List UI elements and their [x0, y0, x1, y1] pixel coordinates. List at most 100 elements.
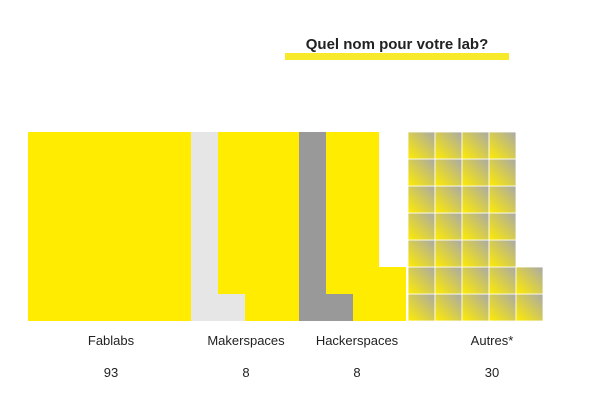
bar-unit-fablabs: [28, 240, 55, 267]
bar-unit-fablabs: [271, 213, 298, 240]
bar-unit-fablabs: [136, 294, 163, 321]
bar-unit-makerspaces: [218, 294, 245, 321]
bar-unit-autres: [488, 293, 517, 322]
category-value-hackerspaces: 8: [353, 365, 361, 380]
bar-unit-makerspaces: [191, 186, 218, 213]
bar-unit-fablabs: [28, 186, 55, 213]
bar-unit-autres: [434, 293, 463, 322]
bar-unit-fablabs: [352, 159, 379, 186]
bar-unit-hackerspaces: [299, 267, 326, 294]
bar-unit-hackerspaces: [299, 213, 326, 240]
bar-unit-fablabs: [109, 294, 136, 321]
bar-unit-fablabs: [325, 213, 352, 240]
bar-unit-autres: [407, 266, 436, 295]
bar-unit-autres: [461, 293, 490, 322]
bar-unit-fablabs: [244, 159, 271, 186]
bar-unit-fablabs: [55, 240, 82, 267]
bar-unit-fablabs: [82, 240, 109, 267]
bar-unit-autres: [407, 293, 436, 322]
bar-unit-fablabs: [82, 213, 109, 240]
bar-unit-fablabs: [55, 213, 82, 240]
bar-unit-fablabs: [325, 132, 352, 159]
bar-unit-autres: [407, 212, 436, 241]
bar-unit-hackerspaces: [299, 186, 326, 213]
bar-unit-fablabs: [352, 213, 379, 240]
bar-unit-fablabs: [271, 186, 298, 213]
chart-title: Quel nom pour votre lab?: [285, 36, 509, 62]
bar-unit-fablabs: [109, 159, 136, 186]
bar-unit-hackerspaces: [299, 159, 326, 186]
bar-unit-autres: [515, 266, 544, 295]
bar-unit-autres: [461, 185, 490, 214]
bar-unit-autres: [461, 266, 490, 295]
category-value-fablabs: 93: [103, 365, 119, 380]
bar-unit-fablabs: [325, 240, 352, 267]
bar-unit-fablabs: [136, 186, 163, 213]
category-label-makerspaces: Makerspaces: [207, 333, 285, 348]
bar-unit-autres: [407, 158, 436, 187]
bar-unit-fablabs: [163, 240, 190, 267]
bar-unit-makerspaces: [191, 213, 218, 240]
bar-unit-autres: [461, 212, 490, 241]
bar-unit-fablabs: [271, 294, 298, 321]
bar-unit-autres: [488, 266, 517, 295]
bar-unit-autres: [488, 212, 517, 241]
title-highlight: [285, 53, 509, 60]
bars-group: [28, 131, 544, 322]
bar-unit-fablabs: [217, 267, 244, 294]
bar-unit-makerspaces: [191, 267, 218, 294]
bar-unit-fablabs: [136, 213, 163, 240]
bar-unit-fablabs: [352, 294, 379, 321]
bar-unit-autres: [461, 131, 490, 160]
bar-unit-fablabs: [244, 294, 271, 321]
bar-unit-fablabs: [136, 132, 163, 159]
bar-unit-fablabs: [163, 213, 190, 240]
bar-unit-autres: [515, 293, 544, 322]
bar-unit-fablabs: [244, 132, 271, 159]
bar-unit-autres: [488, 131, 517, 160]
bar-unit-fablabs: [325, 267, 352, 294]
bar-unit-autres: [461, 239, 490, 268]
bar-unit-fablabs: [163, 159, 190, 186]
bar-unit-autres: [434, 131, 463, 160]
bar-unit-fablabs: [136, 267, 163, 294]
bar-unit-fablabs: [217, 213, 244, 240]
bar-unit-fablabs: [55, 186, 82, 213]
bar-unit-fablabs: [163, 132, 190, 159]
category-value-makerspaces: 8: [242, 365, 250, 380]
bar-unit-hackerspaces: [299, 294, 326, 321]
bar-unit-autres: [434, 185, 463, 214]
bar-unit-fablabs: [271, 159, 298, 186]
bar-unit-fablabs: [109, 186, 136, 213]
bar-unit-fablabs: [28, 267, 55, 294]
bar-unit-fablabs: [352, 240, 379, 267]
bar-unit-fablabs: [217, 159, 244, 186]
bar-unit-fablabs: [28, 213, 55, 240]
bar-unit-fablabs: [271, 240, 298, 267]
bar-unit-fablabs: [109, 267, 136, 294]
bar-unit-fablabs: [325, 186, 352, 213]
bar-unit-autres: [488, 185, 517, 214]
bar-unit-fablabs: [28, 132, 55, 159]
bar-unit-fablabs: [109, 132, 136, 159]
category-label-hackerspaces: Hackerspaces: [315, 333, 399, 348]
bar-unit-fablabs: [55, 267, 82, 294]
bar-unit-fablabs: [163, 186, 190, 213]
bar-unit-fablabs: [244, 267, 271, 294]
bar-unit-hackerspaces: [326, 294, 353, 321]
bar-unit-fablabs: [271, 267, 298, 294]
category-label-autres: Autres*: [470, 333, 514, 348]
bar-unit-makerspaces: [191, 240, 218, 267]
bar-unit-fablabs: [217, 186, 244, 213]
bar-unit-fablabs: [244, 213, 271, 240]
bar-unit-fablabs: [379, 267, 406, 294]
bar-unit-fablabs: [271, 132, 298, 159]
bar-unit-fablabs: [325, 159, 352, 186]
bar-unit-fablabs: [28, 294, 55, 321]
category-label-fablabs: Fablabs: [87, 333, 135, 348]
bar-unit-autres: [407, 185, 436, 214]
bar-unit-autres: [488, 239, 517, 268]
bar-unit-fablabs: [217, 240, 244, 267]
bar-unit-fablabs: [136, 240, 163, 267]
